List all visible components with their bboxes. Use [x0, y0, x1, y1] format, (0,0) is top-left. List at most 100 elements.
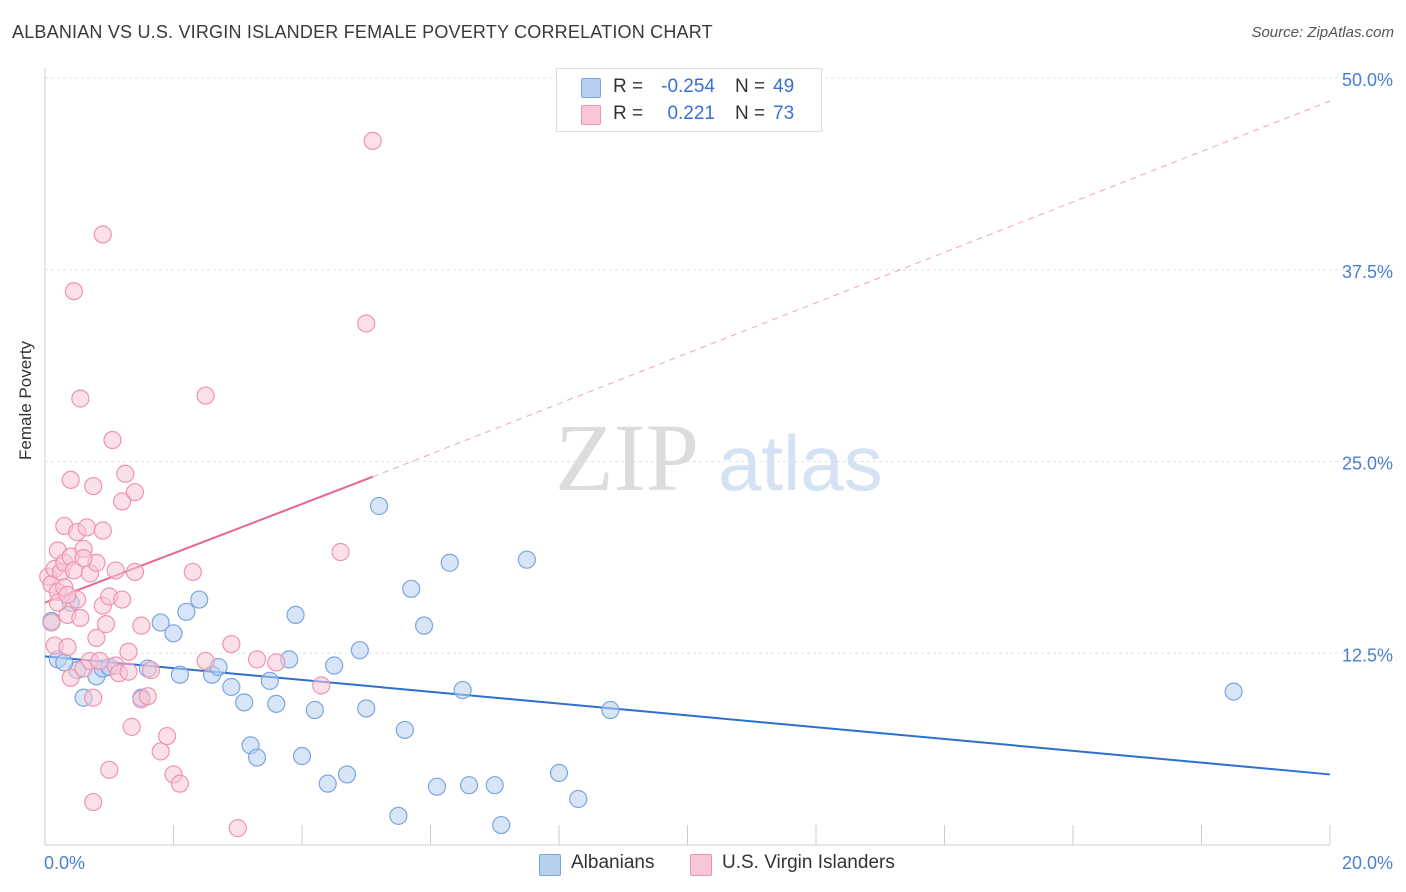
virgin-islander-point — [119, 662, 138, 681]
virgin-islander-point — [61, 668, 80, 687]
albanian-point — [569, 789, 588, 809]
y-tick-label: 12.5% — [1342, 645, 1393, 665]
albanians-trend-line — [44, 655, 1331, 776]
albanian-point — [427, 777, 447, 796]
x-tick-label-max: 20.0% — [1342, 853, 1393, 873]
virgin-islander-point — [116, 464, 135, 483]
virgin-islander-point — [61, 470, 80, 490]
albanian-point — [151, 613, 170, 632]
albanian-point — [305, 700, 324, 720]
virgin-islander-point — [100, 760, 119, 779]
virgin-islander-point — [58, 638, 77, 657]
legend-swatch-virgin-islanders — [690, 854, 712, 876]
r-label: R = — [613, 76, 644, 97]
virgin-islander-point — [64, 282, 84, 301]
legend: Albanians U.S. Virgin Islanders — [0, 852, 1406, 880]
virgin-islander-point — [84, 792, 103, 812]
albanian-point — [267, 694, 286, 713]
albanian-point — [485, 776, 504, 795]
virgin-islander-point — [157, 726, 177, 746]
albanian-point — [357, 699, 376, 718]
virgin-islander-point — [222, 634, 241, 654]
virgin-islander-point — [183, 562, 202, 582]
virgin-islander-point — [132, 616, 151, 635]
albanian-point — [318, 774, 337, 793]
albanian-point — [440, 553, 459, 572]
albanian-point — [517, 550, 536, 569]
virgin-islander-point — [331, 542, 350, 562]
albanian-point — [235, 693, 254, 712]
albanians-swatch — [581, 78, 601, 98]
tick-labels: 12.5% 25.0% 37.5% 50.0% 0.0% 20.0% — [44, 70, 1393, 873]
x-tick-label-min: 0.0% — [44, 853, 85, 873]
data-points — [39, 131, 1243, 838]
albanian-point — [492, 815, 511, 835]
r-label: R = — [613, 103, 644, 124]
albanian-point — [402, 579, 421, 598]
virgin-islander-point — [84, 476, 103, 496]
virgin-islander-point — [196, 651, 215, 671]
albanian-point — [459, 776, 479, 795]
stats-row-virgin-islanders: R = 0.221 N = 73 — [557, 101, 821, 127]
n-value: 49 — [773, 76, 795, 97]
stats-row-albanians: R = -0.254 N = 49 — [557, 74, 821, 100]
albanian-point — [370, 496, 389, 516]
albanian-point — [222, 677, 241, 697]
virgin-islander-point — [42, 613, 61, 632]
y-tick-label: 25.0% — [1342, 454, 1393, 474]
n-label: N = — [735, 103, 766, 124]
albanian-point — [190, 590, 209, 609]
virgin-islander-point — [357, 314, 376, 333]
virgin-islander-point — [71, 389, 90, 408]
virgin-islander-point — [77, 518, 96, 537]
albanian-point — [292, 746, 312, 766]
watermark-zip: ZIP — [555, 404, 699, 511]
source-label: Source: ZipAtlas.com — [1251, 24, 1394, 41]
virgin-islander-point — [112, 590, 132, 609]
legend-label-albanians: Albanians — [571, 852, 655, 873]
virgin-islander-point — [122, 717, 141, 736]
virgin-islander-point — [84, 688, 103, 707]
albanian-point — [1224, 682, 1243, 701]
virgin-islander-point — [125, 562, 145, 582]
virgin-islander-point — [196, 386, 215, 405]
albanian-point — [286, 605, 305, 625]
virgin-islander-point — [228, 819, 247, 838]
legend-label-virgin-islanders: U.S. Virgin Islanders — [722, 852, 895, 873]
virgin-islander-point — [96, 615, 116, 634]
albanian-point — [395, 720, 414, 740]
virgin-islander-point — [93, 225, 112, 244]
virgin-islander-point — [112, 492, 132, 511]
watermark-atlas: atlas — [718, 419, 883, 507]
virgin-islander-point — [93, 521, 112, 540]
virgin-islander-point — [87, 628, 106, 648]
y-tick-label: 50.0% — [1342, 70, 1393, 90]
virgin-islander-point — [138, 687, 157, 706]
stats-box: R = -0.254 N = 49 R = 0.221 N = 73 — [556, 68, 822, 132]
trend-lines — [44, 100, 1331, 776]
axes — [44, 68, 1331, 846]
virgin-islander-point — [90, 651, 109, 671]
virgin-islander-point — [247, 650, 267, 669]
virgin-islander-point — [363, 131, 382, 150]
albanian-point — [164, 624, 183, 643]
virgin-islander-point — [119, 642, 138, 661]
albanian-point — [260, 671, 279, 690]
virgin-islanders-swatch — [581, 105, 601, 125]
virgin-islander-point — [151, 742, 170, 761]
albanian-point — [247, 748, 267, 767]
n-value: 73 — [773, 103, 795, 124]
virgin-islanders-trend-line — [44, 475, 374, 604]
chart-title: ALBANIAN VS U.S. VIRGIN ISLANDER FEMALE … — [12, 22, 713, 42]
albanian-point — [55, 653, 74, 672]
virgin-islander-point — [141, 661, 161, 680]
virgin-islander-point — [58, 585, 77, 605]
virgin-islander-point — [74, 549, 93, 568]
legend-swatch-albanians — [539, 854, 561, 876]
albanian-point — [601, 700, 620, 720]
albanian-point — [325, 656, 344, 675]
albanian-point — [337, 765, 357, 784]
virgin-islander-point — [170, 774, 190, 793]
virgin-islander-point — [125, 483, 145, 502]
